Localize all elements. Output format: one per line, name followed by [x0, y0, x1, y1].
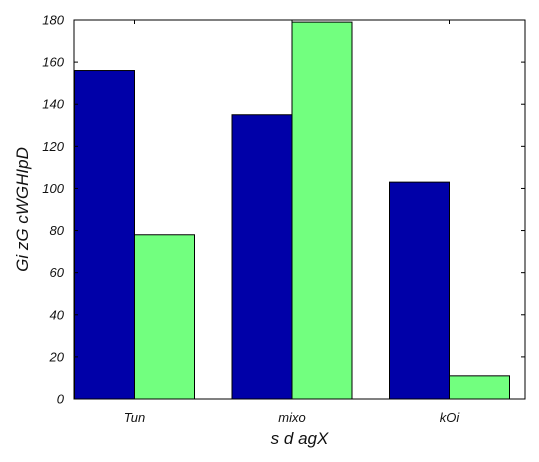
- y-tick-label: 80: [50, 223, 65, 238]
- x-tick-label-kOi: kOi: [440, 410, 461, 425]
- bar-series1-Tun: [74, 70, 135, 400]
- y-tick-label: 100: [42, 181, 64, 196]
- x-axis-ticks: Tun mixo kOi: [124, 20, 461, 425]
- y-axis-label: Gi zG cWGHIpD: [13, 147, 32, 272]
- y-tick-label: 140: [42, 97, 64, 112]
- y-tick-label: 160: [42, 55, 64, 70]
- y-tick-label: 120: [42, 139, 64, 154]
- y-tick-label: 20: [49, 349, 65, 364]
- bar-series2-Tun: [134, 234, 195, 400]
- plot-frame: [73, 19, 526, 400]
- y-tick-label: 60: [50, 265, 65, 280]
- bar-series1-mixo: [231, 114, 293, 400]
- bar-series2-kOi: [449, 375, 510, 400]
- bars-layer: [74, 21, 510, 400]
- bar-series2-mixo: [291, 21, 353, 400]
- y-tick-label: 0: [57, 392, 65, 407]
- y-axis-ticks: 0 20 40 60 80 100 120 140 160 180: [42, 13, 525, 407]
- bar-series1-kOi: [389, 181, 450, 400]
- y-tick-label: 40: [50, 307, 65, 322]
- x-tick-label-mixo: mixo: [278, 410, 305, 425]
- x-axis-label: s d agX: [271, 429, 329, 448]
- x-tick-label-Tun: Tun: [124, 410, 145, 425]
- y-tick-label: 180: [42, 13, 64, 28]
